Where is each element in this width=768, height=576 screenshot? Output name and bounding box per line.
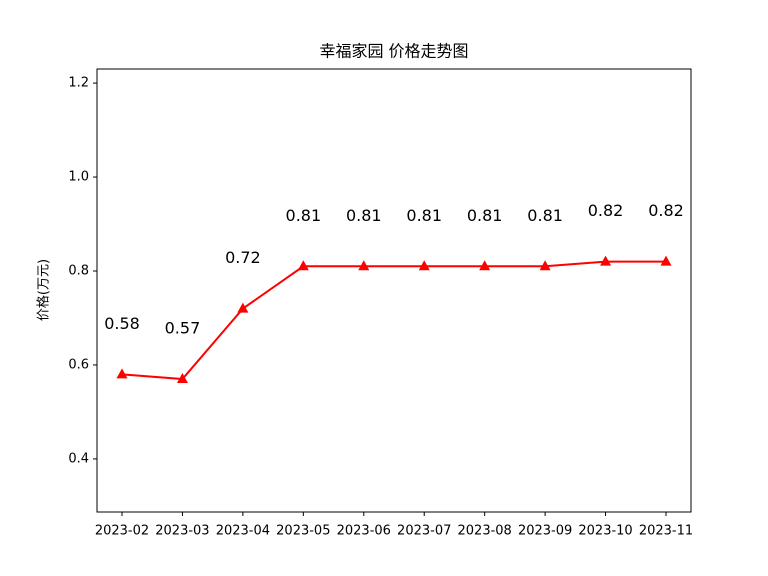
marker: [297, 260, 309, 271]
x-tick-label: 2023-02: [95, 524, 149, 539]
y-tick-label: 0.6: [68, 357, 89, 372]
marker: [358, 260, 370, 271]
y-tick-label: 0.8: [68, 264, 89, 279]
plot-frame: [96, 68, 692, 513]
data-label: 0.81: [346, 206, 382, 225]
data-label: 0.81: [527, 206, 563, 225]
x-tick-label: 2023-07: [397, 524, 451, 539]
x-tick-label: 2023-09: [518, 524, 572, 539]
data-label: 0.72: [225, 248, 261, 267]
x-tick-label: 2023-06: [337, 524, 391, 539]
marker: [660, 255, 672, 266]
x-tick-label: 2023-11: [639, 524, 693, 539]
data-label: 0.58: [104, 314, 140, 333]
y-axis-label: 价格(万元): [36, 259, 52, 321]
marker: [418, 260, 430, 271]
marker: [600, 255, 612, 266]
data-label: 0.81: [286, 206, 322, 225]
x-tick-label: 2023-04: [216, 524, 270, 539]
data-label: 0.82: [648, 201, 684, 220]
marker: [237, 302, 249, 313]
marker: [479, 260, 491, 271]
x-tick-label: 2023-03: [155, 524, 209, 539]
x-tick-label: 2023-08: [458, 524, 512, 539]
data-label: 0.81: [467, 206, 503, 225]
y-tick-label: 1.0: [68, 170, 89, 185]
x-tick-label: 2023-05: [276, 524, 330, 539]
data-label: 0.82: [588, 201, 624, 220]
y-tick-label: 0.4: [68, 451, 89, 466]
y-tick-label: 1.2: [68, 76, 89, 91]
marker: [116, 368, 128, 379]
x-tick-label: 2023-10: [578, 524, 632, 539]
marker: [539, 260, 551, 271]
marker: [176, 373, 188, 384]
line: [121, 260, 666, 381]
data-label: 0.57: [165, 319, 201, 338]
data-label: 0.81: [406, 206, 442, 225]
chart-title: 幸福家园 价格走势图: [319, 42, 468, 61]
